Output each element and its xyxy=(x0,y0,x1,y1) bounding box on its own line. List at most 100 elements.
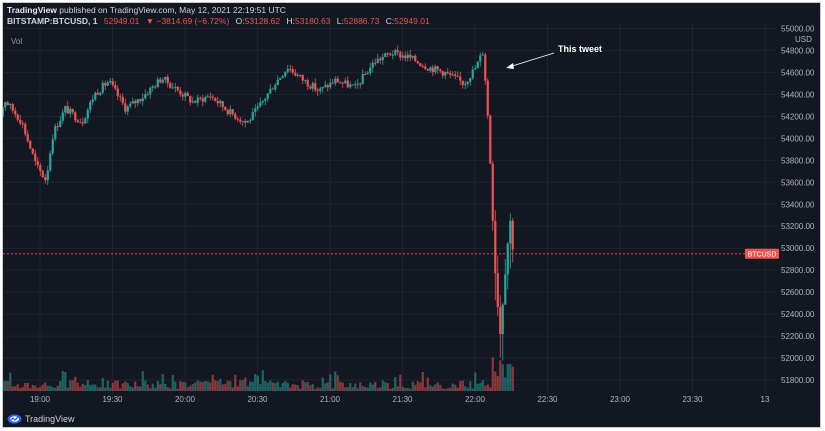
volume-bar xyxy=(441,388,444,391)
candle-body xyxy=(419,63,422,67)
volume-label[interactable]: Vol xyxy=(11,37,23,46)
volume-bar xyxy=(246,386,249,391)
volume-bar xyxy=(86,380,89,391)
symbol-name[interactable]: BITSTAMP:BTCUSD, 1 xyxy=(7,16,98,26)
volume-bar xyxy=(471,388,474,391)
candle-body xyxy=(144,94,147,99)
volume-bar xyxy=(386,383,389,391)
volume-bar xyxy=(431,386,434,391)
volume-bar xyxy=(284,380,287,391)
candle-body xyxy=(491,163,494,221)
annotation-text: This tweet xyxy=(558,44,602,54)
candle-body xyxy=(81,122,84,124)
tradingview-logo[interactable]: TradingView xyxy=(7,413,75,424)
candle-body xyxy=(26,134,29,141)
candle-body xyxy=(129,103,132,107)
volume-bar xyxy=(444,388,447,391)
volume-bar xyxy=(199,381,202,391)
volume-bar xyxy=(504,377,507,391)
candle-body xyxy=(171,87,174,89)
volume-bar xyxy=(114,380,117,391)
tweet-annotation[interactable]: This tweet xyxy=(506,44,602,69)
close-label: C: xyxy=(385,16,395,26)
candle-body xyxy=(401,55,404,58)
volume-bar xyxy=(499,360,502,391)
volume-bar xyxy=(421,371,424,391)
candle-body xyxy=(166,76,169,84)
candle-body xyxy=(291,69,294,73)
candle-body xyxy=(319,88,322,92)
volume-bar xyxy=(121,383,124,391)
candle-body xyxy=(421,66,424,68)
footer-brand: TradingView xyxy=(25,413,75,424)
candle-body xyxy=(484,54,487,81)
candle-body xyxy=(89,101,92,110)
volume-bar xyxy=(314,388,317,391)
candle-body xyxy=(139,99,142,102)
candle-body xyxy=(329,82,332,88)
candle-body xyxy=(339,82,342,84)
volume-bar xyxy=(389,388,392,391)
candle-body xyxy=(434,66,437,73)
candle-body xyxy=(16,114,19,120)
candle-body xyxy=(149,87,152,95)
volume-bar xyxy=(169,388,172,391)
candle-body xyxy=(364,74,367,76)
candle-body xyxy=(94,92,97,100)
volume-bar xyxy=(414,384,417,391)
candle-body xyxy=(236,118,239,120)
volume-bar xyxy=(336,375,339,391)
y-tick-label: 54400.00 xyxy=(781,90,815,99)
volume-bar xyxy=(271,382,274,391)
candle-body xyxy=(279,77,282,80)
candle-body xyxy=(134,101,137,104)
volume-bar xyxy=(309,385,312,391)
volume-bar xyxy=(439,384,442,391)
candle-body xyxy=(489,115,492,164)
volume-bar xyxy=(369,382,372,391)
candle-body xyxy=(231,109,234,115)
y-tick-label: 55000.00 xyxy=(781,24,815,33)
candle-body xyxy=(74,112,77,121)
volume-bar xyxy=(116,380,119,391)
volume-bar xyxy=(429,385,432,391)
candle-body xyxy=(254,108,257,112)
volume-bar xyxy=(329,374,332,391)
candle-body xyxy=(341,82,344,84)
volume-bar xyxy=(229,381,232,391)
candle-body xyxy=(296,74,299,76)
candle-body xyxy=(201,98,204,102)
volume-bar xyxy=(359,382,362,391)
candle-body xyxy=(389,53,392,55)
candle-body xyxy=(311,83,314,89)
candle-body xyxy=(249,120,252,122)
volume-bar xyxy=(176,388,179,391)
candle-body xyxy=(269,88,272,94)
candle-body xyxy=(361,74,364,84)
candle-body xyxy=(116,88,119,97)
candle-body xyxy=(146,94,149,96)
price-tag xyxy=(745,248,779,259)
candle-body xyxy=(446,71,449,73)
candle-body xyxy=(189,95,192,103)
volume-bar xyxy=(81,383,84,391)
volume-bar xyxy=(436,382,439,391)
y-tick-label: 52800.00 xyxy=(781,266,815,275)
volume-bar xyxy=(379,387,382,391)
volume-bar xyxy=(21,386,24,391)
x-tick-label: 20:00 xyxy=(175,395,196,404)
volume-bar xyxy=(159,383,162,391)
candle-body xyxy=(336,78,339,83)
volume-bar xyxy=(366,387,369,391)
candle-body xyxy=(99,92,102,95)
volume-bar xyxy=(164,383,167,391)
candle-body xyxy=(211,96,214,98)
candle-body xyxy=(479,55,482,62)
candle-body xyxy=(316,90,319,92)
candle-body xyxy=(169,83,172,88)
chart-canvas[interactable]: 55000.00 54800.00 54600.00 54400.00 54200.00… xyxy=(3,3,821,428)
high-value: 53180.63 xyxy=(294,16,331,26)
low-value: 52886.73 xyxy=(343,16,380,26)
candle-body xyxy=(216,101,219,104)
